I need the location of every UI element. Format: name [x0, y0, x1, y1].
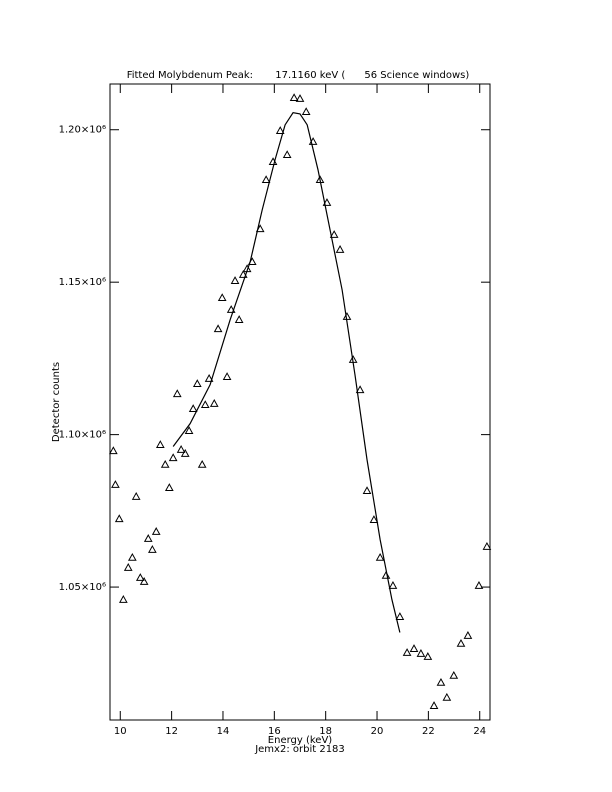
data-point	[429, 701, 439, 709]
data-point	[409, 644, 419, 652]
data-point	[123, 563, 133, 571]
data-point	[160, 459, 170, 468]
data-point	[222, 372, 232, 380]
data-point	[127, 552, 137, 561]
data-point	[209, 398, 219, 407]
data-point	[436, 677, 446, 686]
data-point	[180, 448, 190, 457]
data-point	[200, 400, 210, 409]
data-point	[381, 570, 391, 579]
data-point	[362, 486, 372, 495]
data-point	[131, 491, 141, 500]
data-point	[111, 480, 120, 488]
y-axis-label: Detector counts	[51, 362, 62, 442]
data-point	[449, 670, 459, 679]
data-point	[172, 389, 182, 398]
data-point	[423, 652, 433, 660]
plot-frame	[109, 83, 491, 721]
data-point	[139, 577, 149, 585]
data-point	[230, 276, 240, 284]
x-tick-label: 16	[268, 726, 281, 737]
data-point	[148, 545, 157, 553]
data-point	[143, 534, 153, 542]
data-point	[329, 230, 339, 238]
data-point	[442, 692, 452, 701]
y-tick-label: 1.10×10⁶	[59, 430, 106, 441]
data-point	[184, 426, 194, 434]
data-point	[322, 198, 332, 206]
x-tick-label: 18	[319, 726, 332, 737]
x-tick-label: 14	[217, 726, 230, 737]
x-tick-label: 22	[422, 726, 435, 737]
data-point	[155, 440, 165, 448]
data-point	[335, 245, 345, 253]
data-point	[474, 581, 484, 589]
fit-line	[172, 112, 401, 633]
data-point	[234, 315, 244, 323]
y-tick-label: 1.15×10⁶	[59, 277, 106, 288]
x-tick-label: 24	[473, 726, 486, 737]
data-point	[188, 404, 198, 413]
data-point	[355, 385, 365, 394]
data-point	[238, 270, 248, 278]
x-tick-label: 20	[371, 726, 384, 737]
y-tick-label: 1.05×10⁶	[59, 582, 106, 593]
data-point	[119, 595, 128, 603]
data-point	[456, 638, 466, 647]
subtitle: Jemx2: orbit 2183	[254, 744, 345, 755]
data-point	[217, 293, 227, 302]
data-point	[482, 541, 492, 550]
data-point	[213, 324, 223, 333]
data-point	[204, 373, 214, 382]
x-axis-label: Energy (keV)	[268, 735, 333, 746]
data-point	[301, 107, 311, 116]
data-point	[388, 581, 398, 589]
data-point	[192, 379, 202, 388]
chart-title: Fitted Molybdenum Peak: 17.1160 keV ( 56…	[127, 70, 470, 81]
data-point	[375, 552, 385, 561]
data-point	[402, 648, 412, 656]
data-point	[463, 631, 473, 639]
data-point	[168, 453, 178, 462]
data-point	[282, 150, 292, 159]
data-point	[114, 514, 124, 523]
data-point	[108, 446, 118, 455]
x-tick-label: 12	[165, 726, 178, 737]
data-point	[275, 126, 285, 134]
x-tick-label: 10	[114, 726, 127, 737]
data-point	[164, 483, 174, 491]
data-point	[416, 649, 426, 657]
data-point	[176, 445, 186, 453]
data-point	[261, 175, 271, 184]
data-point	[295, 94, 305, 102]
data-point	[135, 573, 145, 581]
data-point	[369, 515, 379, 523]
y-tick-label: 1.20×10⁶	[59, 125, 106, 136]
data-point	[226, 305, 236, 313]
data-point	[151, 527, 161, 535]
data-point	[197, 459, 207, 468]
data-point	[395, 612, 405, 620]
data-point	[289, 93, 299, 102]
